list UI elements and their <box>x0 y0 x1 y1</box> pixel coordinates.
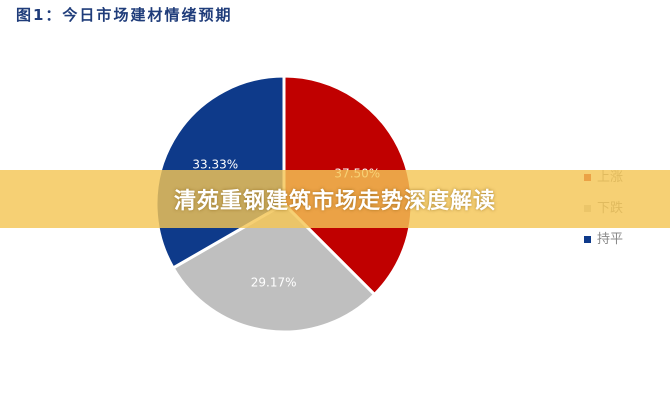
headline-banner: 清苑重钢建筑市场走势深度解读 <box>0 170 670 228</box>
headline-text: 清苑重钢建筑市场走势深度解读 <box>173 189 496 214</box>
legend-item: 持平 <box>584 228 623 247</box>
slice-label: 29.17% <box>251 276 297 290</box>
chart-title: 图1：今日市场建材情绪预期 <box>16 6 233 24</box>
legend-swatch <box>584 236 591 243</box>
legend-label: 持平 <box>597 232 624 247</box>
pie-slice-1 <box>171 202 377 334</box>
slice-label: 33.33% <box>192 157 238 171</box>
